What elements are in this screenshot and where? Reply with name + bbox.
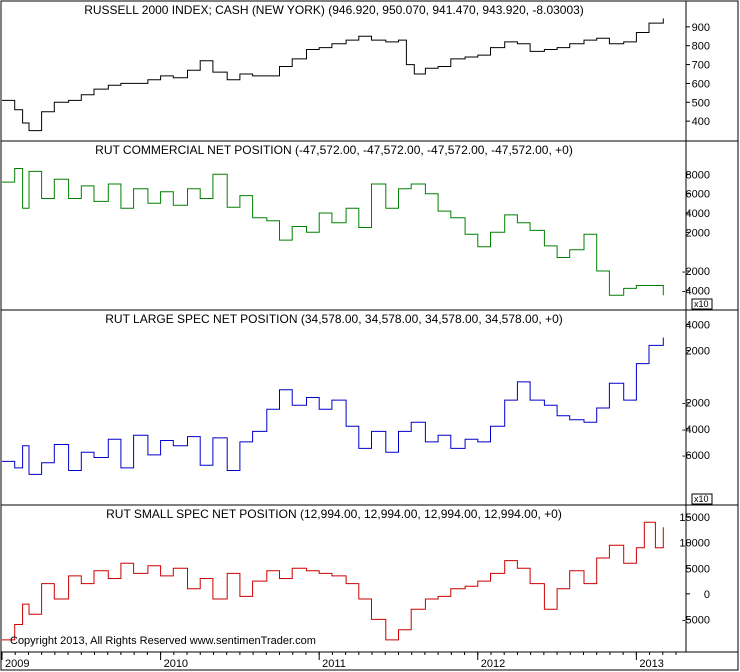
copyright-text: Copyright 2013, All Rights Reserved www.… [10, 635, 316, 647]
y-tick-label: 400 [692, 116, 710, 128]
y-tick-label: -4000 [682, 285, 710, 297]
series-line-2 [2, 168, 664, 296]
panels: RUSSELL 2000 INDEX; CASH (NEW YORK) (946… [0, 0, 739, 653]
y-tick-label: 2000 [686, 227, 710, 239]
y-tick-label: 5000 [686, 563, 710, 575]
series-line-1 [2, 18, 664, 132]
x-axis: 2009 2010 2011 2012 2013 [0, 651, 739, 671]
series-line-4 [2, 521, 664, 641]
panel-title: RUT SMALL SPEC NET POSITION (12,994.00, … [106, 507, 562, 521]
y-tick-label: -6000 [682, 450, 710, 462]
multiplier-label: x10 [694, 494, 709, 504]
y-tick-label: 900 [692, 22, 710, 34]
y-tick-label: 6000 [686, 189, 710, 201]
y-tick-label: -4000 [682, 424, 710, 436]
x-axis-frame [0, 651, 739, 671]
y-tick-label: 4000 [686, 320, 710, 332]
multiplier-box [691, 298, 713, 310]
panel-2: RUT COMMERCIAL NET POSITION (-47,572.00,… [0, 140, 739, 311]
y-tick-label: 600 [692, 78, 710, 90]
y-tick-label: 700 [692, 60, 710, 72]
y-tick-label: 500 [692, 97, 710, 109]
y-tick-label: -2000 [682, 266, 710, 278]
y-tick-label: 10000 [679, 538, 710, 550]
x-tick-label: 2011 [322, 658, 346, 670]
y-tick-label: 800 [692, 41, 710, 53]
y-tick-label: 2000 [686, 346, 710, 358]
y-tick-label: -5000 [682, 614, 710, 626]
x-tick-label: 2013 [639, 658, 663, 670]
panel-title: RUT COMMERCIAL NET POSITION (-47,572.00,… [95, 143, 573, 157]
series-line-3 [2, 337, 664, 475]
y-tick-label: -2000 [682, 398, 710, 410]
x-tick-label: 2009 [5, 658, 29, 670]
y-tick-label: 8000 [686, 169, 710, 181]
x-tick-label: 2012 [481, 658, 505, 670]
multiplier-box [691, 493, 713, 505]
x-tick-label: 2010 [164, 658, 188, 670]
y-tick-label: 15000 [679, 512, 710, 524]
y-tick-label: 4000 [686, 208, 710, 220]
y-tick-label: 0 [704, 589, 710, 601]
multiplier-label: x10 [694, 299, 709, 309]
panel-3: RUT LARGE SPEC NET POSITION (34,578.00, … [0, 309, 739, 506]
panel-title: RUT LARGE SPEC NET POSITION (34,578.00, … [105, 312, 562, 326]
panel-title: RUSSELL 2000 INDEX; CASH (NEW YORK) (946… [84, 3, 584, 17]
